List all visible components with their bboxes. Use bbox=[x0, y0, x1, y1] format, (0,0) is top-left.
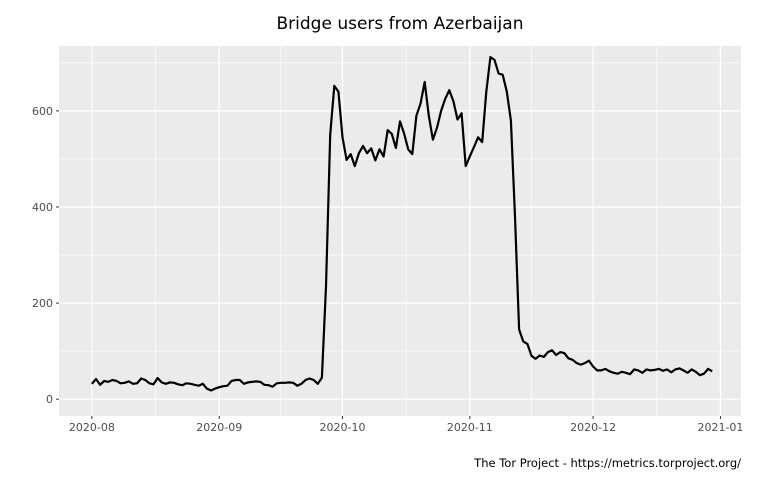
y-tick-label: 0 bbox=[46, 393, 53, 406]
chart-caption: The Tor Project - https://metrics.torpro… bbox=[473, 456, 741, 470]
chart-title: Bridge users from Azerbaijan bbox=[277, 14, 524, 34]
x-tick-label: 2020-11 bbox=[447, 421, 493, 434]
x-tick-label: 2020-10 bbox=[319, 421, 365, 434]
x-tick-label: 2021-01 bbox=[697, 421, 743, 434]
plot-panel bbox=[59, 46, 741, 416]
x-tick-label: 2020-09 bbox=[196, 421, 242, 434]
x-tick-label: 2020-08 bbox=[69, 421, 115, 434]
x-tick-label: 2020-12 bbox=[570, 421, 616, 434]
y-tick-label: 400 bbox=[32, 201, 53, 214]
y-tick-label: 200 bbox=[32, 297, 53, 310]
y-tick-label: 600 bbox=[32, 105, 53, 118]
